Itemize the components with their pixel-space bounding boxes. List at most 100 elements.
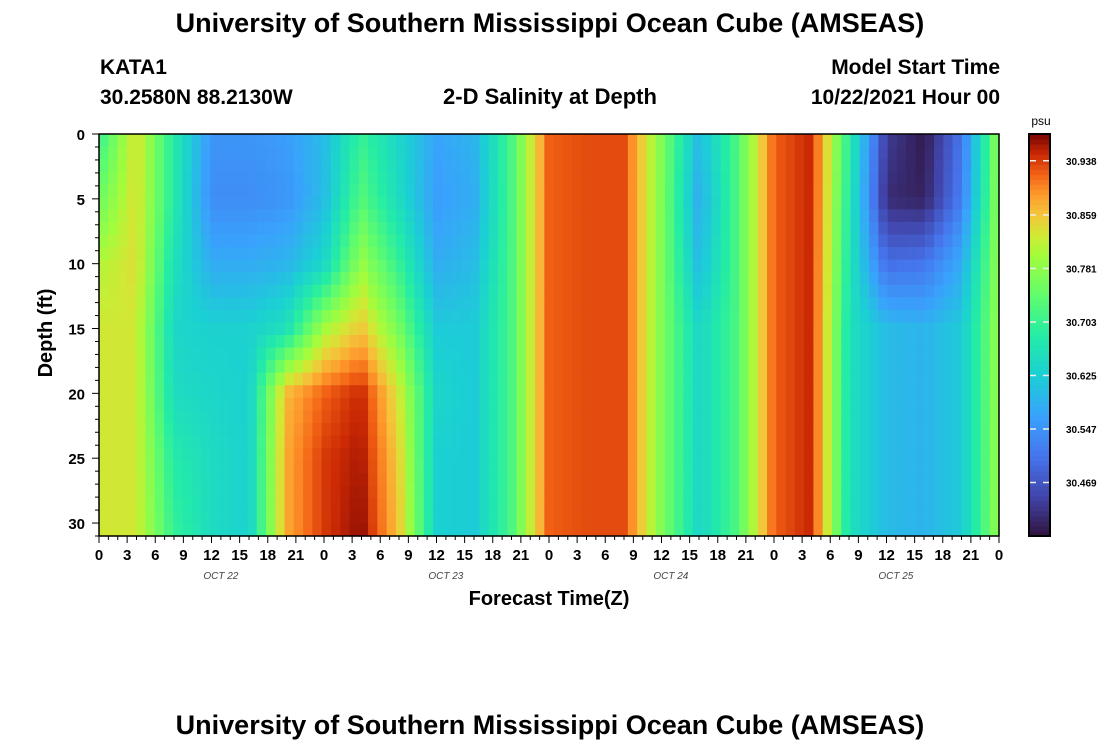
heatmap-cell xyxy=(989,159,1000,173)
heatmap-cell xyxy=(228,259,239,273)
heatmap-cell xyxy=(961,309,972,324)
heatmap-cell xyxy=(757,221,768,236)
heatmap-cell xyxy=(896,448,907,462)
heatmap-cell xyxy=(451,460,462,474)
heatmap-cell xyxy=(729,209,740,223)
colorbar-segment xyxy=(1029,154,1050,160)
heatmap-cell xyxy=(841,410,852,424)
heatmap-cell xyxy=(108,385,119,399)
x-tick-label: 21 xyxy=(738,547,755,564)
heatmap-cell xyxy=(878,385,889,399)
heatmap-cell xyxy=(553,196,564,210)
heatmap-cell xyxy=(692,234,703,248)
heatmap-cell xyxy=(191,159,202,173)
heatmap-cell xyxy=(488,422,499,437)
heatmap-cell xyxy=(154,221,165,236)
heatmap-cell xyxy=(553,259,564,273)
heatmap-cell xyxy=(934,335,944,349)
heatmap-cell xyxy=(943,435,954,449)
heatmap-cell xyxy=(627,171,638,185)
heatmap-cell xyxy=(553,297,564,311)
heatmap-cell xyxy=(312,259,323,273)
heatmap-cell xyxy=(943,523,954,537)
heatmap-cell xyxy=(349,460,360,474)
heatmap-cell xyxy=(553,448,564,462)
heatmap-cell xyxy=(664,171,675,185)
heatmap-cell xyxy=(330,146,341,160)
heatmap-cell xyxy=(488,485,499,499)
heatmap-cell xyxy=(525,498,536,512)
heatmap-cell xyxy=(692,473,703,487)
heatmap-cell xyxy=(702,159,712,173)
heatmap-cell xyxy=(850,448,861,462)
heatmap-cell xyxy=(386,146,397,160)
heatmap-cell xyxy=(154,485,165,499)
heatmap-cell xyxy=(822,209,833,223)
heatmap-cell xyxy=(869,184,879,198)
heatmap-cell xyxy=(442,184,453,198)
heatmap-cell xyxy=(145,134,156,148)
heatmap-cell xyxy=(831,498,842,512)
heatmap-cell xyxy=(395,460,406,474)
heatmap-cell xyxy=(368,460,378,474)
heatmap-cell xyxy=(284,146,295,160)
heatmap-cell xyxy=(702,498,712,512)
heatmap-cell xyxy=(961,523,972,537)
heatmap-cell xyxy=(878,410,889,424)
heatmap-cell xyxy=(562,498,573,512)
heatmap-cell xyxy=(971,221,982,236)
heatmap-cell xyxy=(507,159,518,173)
heatmap-cell xyxy=(525,171,536,185)
heatmap-cell xyxy=(739,397,750,411)
heatmap-cell xyxy=(637,473,648,487)
heatmap-cell xyxy=(321,272,332,286)
heatmap-cell xyxy=(117,171,128,185)
heatmap-cell xyxy=(395,372,406,386)
heatmap-cell xyxy=(711,146,722,160)
heatmap-cell xyxy=(655,435,666,449)
heatmap-cell xyxy=(980,335,991,349)
heatmap-cell xyxy=(330,159,341,173)
heatmap-cell xyxy=(451,372,462,386)
heatmap-cell xyxy=(683,272,694,286)
heatmap-cell xyxy=(711,184,722,198)
heatmap-cell xyxy=(813,335,824,349)
heatmap-cell xyxy=(952,385,963,399)
heatmap-cell xyxy=(804,523,815,537)
heatmap-cell xyxy=(330,309,341,324)
heatmap-cell xyxy=(275,347,286,361)
x-tick-label: 9 xyxy=(629,547,637,564)
heatmap-cell xyxy=(479,473,490,487)
heatmap-cell xyxy=(581,347,592,361)
heatmap-cell xyxy=(284,335,295,349)
heatmap-cell xyxy=(238,134,249,148)
heatmap-cell xyxy=(136,221,146,236)
heatmap-cell xyxy=(451,510,462,525)
heatmap-cell xyxy=(572,297,583,311)
heatmap-cell xyxy=(386,347,397,361)
heatmap-cell xyxy=(748,435,759,449)
heatmap-cell xyxy=(275,309,286,324)
heatmap-cell xyxy=(303,284,313,298)
heatmap-cell xyxy=(497,347,508,361)
heatmap-cell xyxy=(859,510,870,525)
heatmap-cell xyxy=(618,297,629,311)
heatmap-cell xyxy=(831,523,842,537)
heatmap-cell xyxy=(535,159,545,173)
heatmap-cell xyxy=(535,284,545,298)
heatmap-cell xyxy=(377,309,388,324)
heatmap-cell xyxy=(627,234,638,248)
heatmap-cell xyxy=(108,473,119,487)
heatmap-cell xyxy=(228,335,239,349)
heatmap-cell xyxy=(980,209,991,223)
colorbar: 30.93830.85930.78130.70330.62530.54730.4… xyxy=(1028,133,1097,537)
heatmap-cell xyxy=(117,485,128,499)
heatmap-cell xyxy=(321,196,332,210)
colorbar-segment xyxy=(1029,239,1050,246)
heatmap-cell xyxy=(433,435,443,449)
heatmap-cell xyxy=(330,498,341,512)
heatmap-cell xyxy=(943,184,954,198)
heatmap-cell xyxy=(303,309,313,324)
heatmap-cell xyxy=(442,448,453,462)
heatmap-cell xyxy=(850,322,861,336)
